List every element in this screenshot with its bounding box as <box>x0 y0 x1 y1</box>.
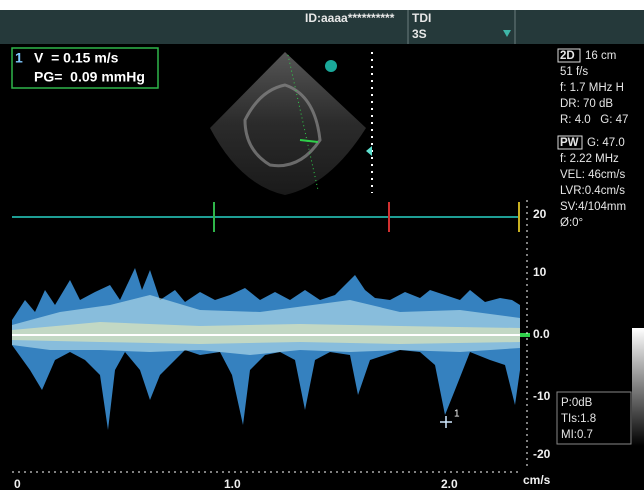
mode-label: TDI <box>412 11 431 25</box>
panel-2d-line: DR: 70 dB <box>560 98 613 110</box>
panel-2d-label: 2D <box>560 50 575 62</box>
panel-2d-line: 51 f/s <box>560 66 588 78</box>
panel-pw-line: f: 2.22 MHz <box>560 153 619 165</box>
velocity-readout: V = 0.15 m/s <box>34 50 119 66</box>
panel-pw-line: G: 47.0 <box>587 137 625 149</box>
panel-2d-line: f: 1.7 MHz H <box>560 82 624 94</box>
status-line: TIs:1.8 <box>561 413 596 425</box>
velocity-unit: cm/s <box>523 473 551 487</box>
panel-pw-line: SV:4/104mm <box>560 201 626 213</box>
velocity-tick-label: -10 <box>533 389 551 403</box>
time-tick-label: 0 <box>14 477 21 490</box>
status-line: MI:0.7 <box>561 429 593 441</box>
orientation-marker <box>325 60 337 72</box>
velocity-tick-label: -20 <box>533 447 551 461</box>
cursor-label: 1 <box>454 409 460 420</box>
gradient-readout: PG= 0.09 mmHg <box>34 69 145 85</box>
time-tick-label: 2.0 <box>441 477 458 490</box>
gray-bar <box>632 328 644 446</box>
panel-pw-label: PW <box>560 137 579 149</box>
panel-2d-line: R: 4.0 G: 47 <box>560 114 628 126</box>
velocity-tick-label: 10 <box>533 265 547 279</box>
time-tick-label: 1.0 <box>224 477 241 490</box>
panel-pw-line: Ø:0° <box>560 217 583 229</box>
panel-pw-line: LVR:0.4cm/s <box>560 185 625 197</box>
status-line: P:0dB <box>561 397 593 409</box>
velocity-tick-label: 20 <box>533 207 547 221</box>
velocity-tick-label: 0.0 <box>533 327 550 341</box>
patient-id: ID:aaaa********** <box>305 11 395 25</box>
panel-pw-line: VEL: 46cm/s <box>560 169 625 181</box>
panel-2d-line: 16 cm <box>585 50 616 62</box>
ultrasound-screen: ID:aaaa********** TDI 3S 1 V = 0.15 m/s … <box>0 0 644 490</box>
preset-label: 3S <box>412 27 427 41</box>
top-margin <box>0 0 644 10</box>
measurement-index: 1 <box>15 50 23 66</box>
